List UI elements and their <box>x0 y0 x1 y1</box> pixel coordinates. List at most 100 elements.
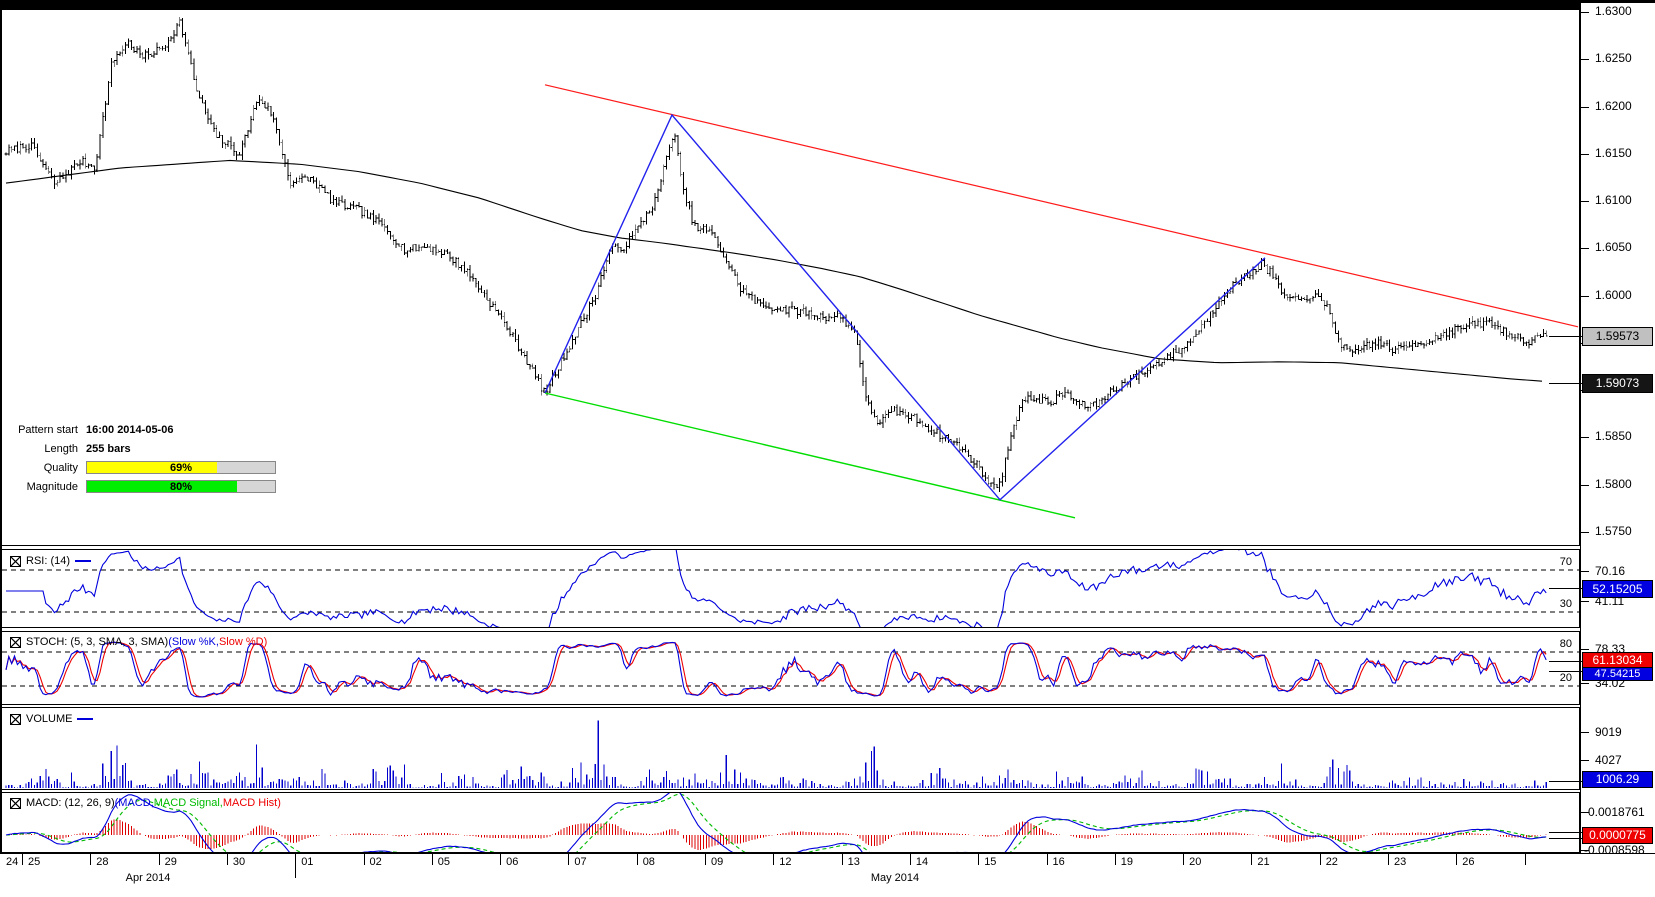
date-tick <box>363 854 365 865</box>
volume-connector-line <box>1549 781 1582 782</box>
pattern-length-value: 255 bars <box>86 442 131 455</box>
macd-connector-line <box>1549 832 1582 833</box>
x-axis-date-label: 22 <box>1325 856 1338 868</box>
pattern-quality-row: Quality 69% <box>16 461 276 474</box>
date-tick <box>226 854 228 865</box>
magnitude-progress-fill <box>87 481 238 492</box>
x-axis-date-label: 19 <box>1120 856 1134 868</box>
x-axis-date-label: 15 <box>984 856 997 868</box>
rsi-checkbox-icon[interactable] <box>10 555 21 567</box>
x-axis-date-label: 07 <box>574 856 587 868</box>
rsi-level-lines <box>2 569 1579 613</box>
volume-bars <box>5 720 1547 788</box>
magnitude-progress-bar: 80% <box>86 480 276 493</box>
rsi-value-box: 52.15205 <box>1582 580 1653 598</box>
macd-title: MACD: (12, 26, 9) <box>26 797 115 809</box>
rsi-level-30: 30 <box>1559 598 1572 610</box>
pattern-length-row: Length 255 bars <box>16 442 276 455</box>
date-tick <box>1114 854 1116 865</box>
pattern-start-row: Pattern start 16:00 2014-05-06 <box>16 423 276 436</box>
price-axis-label: 1.5850 <box>1595 429 1632 443</box>
macd-histogram <box>8 819 1547 850</box>
macd-panel[interactable] <box>0 792 1580 853</box>
quality-percent-text: 69% <box>169 462 193 474</box>
volume-checkbox-icon[interactable] <box>10 713 21 725</box>
price-chart-panel[interactable] <box>0 9 1580 546</box>
month-label-apr: Apr 2014 <box>125 872 171 884</box>
lower-trendline[interactable] <box>544 392 1076 519</box>
rsi-canvas[interactable] <box>2 550 1579 627</box>
x-axis-date-label: 24 <box>6 856 19 868</box>
date-tick <box>1456 854 1458 865</box>
price-axis-label: 1.6250 <box>1595 51 1632 65</box>
macd-line-label: (MACD, <box>114 797 154 809</box>
indicator-axis-tick <box>1580 850 1589 851</box>
rsi-line <box>6 550 1547 627</box>
date-tick <box>636 854 638 865</box>
price-axis-label: 1.6150 <box>1595 146 1632 160</box>
month-label-may: May 2014 <box>870 872 920 884</box>
stoch-checkbox-icon[interactable] <box>10 636 21 648</box>
macd-signal-label: MACD Signal, <box>153 797 223 809</box>
rsi-connector-line <box>1549 588 1582 589</box>
date-tick <box>978 854 980 865</box>
macd-checkbox-icon[interactable] <box>10 797 21 809</box>
date-tick <box>295 854 297 865</box>
rsi-level-70: 70 <box>1559 556 1572 568</box>
price-axis-tick <box>1580 248 1589 249</box>
pattern-quality-label: Quality <box>43 461 78 474</box>
indicator-axis-tick <box>1580 683 1589 684</box>
x-axis-date-label: 12 <box>779 856 792 868</box>
date-tick <box>773 854 775 865</box>
macd-line <box>5 793 1547 852</box>
stoch-panel[interactable] <box>0 631 1580 705</box>
rsi-panel[interactable] <box>0 549 1580 628</box>
stoch-slow-d-line <box>5 641 1547 698</box>
price-axis-tick <box>1580 437 1589 438</box>
pattern-zigzag-line[interactable] <box>544 113 1266 501</box>
date-tick <box>1046 854 1048 865</box>
volume-panel[interactable] <box>0 707 1580 790</box>
pattern-info-box: Pattern start 16:00 2014-05-06 Length 25… <box>16 423 276 499</box>
x-axis-date-label: 21 <box>1257 856 1270 868</box>
pattern-length-label: Length <box>44 442 78 455</box>
x-axis-date-label: 16 <box>1052 856 1065 868</box>
price-axis-tick <box>1580 201 1589 202</box>
price-axis-label: 1.6100 <box>1595 193 1632 207</box>
magnitude-percent-text: 80% <box>169 481 193 493</box>
date-tick <box>1388 854 1389 865</box>
x-axis-date-label: 25 <box>28 856 41 868</box>
price-axis-tick <box>1580 59 1589 60</box>
date-tick <box>1251 854 1253 865</box>
x-axis-date-label: 13 <box>847 856 860 868</box>
date-tick <box>22 854 23 865</box>
rsi-legend-swatch <box>75 560 92 562</box>
price-chart-canvas[interactable] <box>2 10 1579 545</box>
macd-canvas[interactable] <box>2 793 1579 852</box>
macd-signal-line <box>5 793 1547 852</box>
date-tick <box>841 854 843 865</box>
date-tick <box>568 854 570 865</box>
x-axis-date-label: 30 <box>232 856 246 868</box>
volume-legend-swatch <box>77 718 94 720</box>
stoch-canvas[interactable] <box>2 632 1579 704</box>
x-axis-date-label: 23 <box>1394 856 1407 868</box>
price-axis-tick <box>1580 154 1589 155</box>
x-axis-date-label: 20 <box>1189 856 1202 868</box>
date-tick <box>909 854 911 865</box>
indicator-axis-tick <box>1580 649 1589 650</box>
x-axis-date-label: 29 <box>164 856 177 868</box>
stoch-level-80: 80 <box>1559 638 1572 650</box>
volume-canvas[interactable] <box>2 708 1579 789</box>
indicator-axis-tick <box>1580 760 1589 761</box>
price-axis-border <box>1580 0 1581 853</box>
macd-header: MACD: (12, 26, 9) (MACD, MACD Signal, MA… <box>10 797 281 809</box>
volume-axis-high: 9019 <box>1595 725 1622 739</box>
volume-value-box: 1006.29 <box>1582 771 1653 788</box>
stoch-slow-k-line <box>5 641 1547 698</box>
date-tick <box>1183 854 1185 865</box>
price-connector-line <box>1549 336 1582 337</box>
stoch-d-value-box: 61.13034 <box>1582 652 1653 668</box>
upper-trendline[interactable] <box>544 84 1579 328</box>
moving-average-line <box>5 159 1543 382</box>
